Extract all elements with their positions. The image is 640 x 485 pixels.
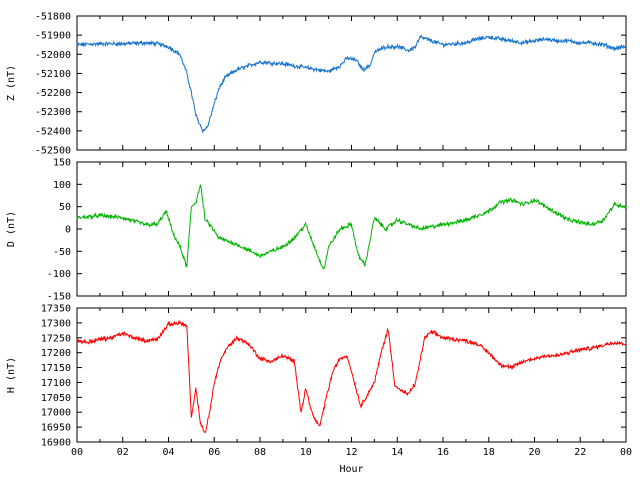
x-tick-label: 20 xyxy=(528,447,540,458)
x-tick-label: 12 xyxy=(345,447,357,458)
y-tick-label: 17000 xyxy=(41,408,71,419)
y-tick-label: 17300 xyxy=(41,318,71,329)
y-axis-label: Z (nT) xyxy=(6,65,17,101)
y-tick-label: -51900 xyxy=(35,31,71,42)
y-tick-label: -52500 xyxy=(35,146,71,157)
panel-frame xyxy=(76,307,627,443)
y-tick-label: 17250 xyxy=(41,333,71,344)
series-line-0-0 xyxy=(76,34,627,133)
y-tick-label: 16900 xyxy=(41,438,71,449)
x-tick-label: 08 xyxy=(254,447,266,458)
y-tick-label: 17150 xyxy=(41,363,71,374)
x-tick-label: 06 xyxy=(208,447,220,458)
y-tick-label: 50 xyxy=(59,202,71,213)
x-tick-label: 16 xyxy=(437,447,449,458)
panel-frame xyxy=(76,161,627,297)
y-tick-label: 17050 xyxy=(41,393,71,404)
x-axis-label: Hour xyxy=(339,464,363,475)
x-tick-label: 02 xyxy=(117,447,129,458)
y-tick-label: -52300 xyxy=(35,107,71,118)
y-tick-label: 17350 xyxy=(41,304,71,315)
x-tick-label: 04 xyxy=(162,447,174,458)
y-axis-label: H (nT) xyxy=(6,357,17,393)
y-axis-label: D (nT) xyxy=(6,211,17,247)
x-tick-label: 00 xyxy=(71,447,83,458)
y-tick-label: 17100 xyxy=(41,378,71,389)
panel-2: 17350 17300 17250 17200 17150 17100 17050 17000… xyxy=(6,304,627,449)
y-tick-label: 0 xyxy=(65,225,71,236)
y-tick-label: -52100 xyxy=(35,69,71,80)
y-tick-label: -52400 xyxy=(35,126,71,137)
y-tick-label: 100 xyxy=(53,180,71,191)
y-tick-label: -51800 xyxy=(35,12,71,23)
y-tick-label: 16950 xyxy=(41,423,71,434)
panel-frame xyxy=(76,15,627,151)
x-tick-label: 22 xyxy=(574,447,586,458)
y-tick-label: 150 xyxy=(53,158,71,169)
x-tick-label: 10 xyxy=(300,447,312,458)
y-tick-label: -150 xyxy=(47,292,71,303)
y-tick-label: 17200 xyxy=(41,348,71,359)
y-tick-label: -50 xyxy=(53,247,71,258)
x-tick-label: 18 xyxy=(483,447,495,458)
x-tick-label: 14 xyxy=(391,447,403,458)
y-tick-label: -52000 xyxy=(35,50,71,61)
series-line-1-0 xyxy=(76,184,627,270)
panel-0: -51800 -51900 -52000 -52100 -52200 -52300 -524… xyxy=(6,12,627,157)
y-tick-label: -100 xyxy=(47,269,71,280)
y-tick-label: -52200 xyxy=(35,88,71,99)
panel-1: 150 100 50 0 -50 -100 -150 D (nT) xyxy=(6,158,627,303)
series-line-2-0 xyxy=(76,319,627,434)
x-tick-label: 00 xyxy=(620,447,632,458)
